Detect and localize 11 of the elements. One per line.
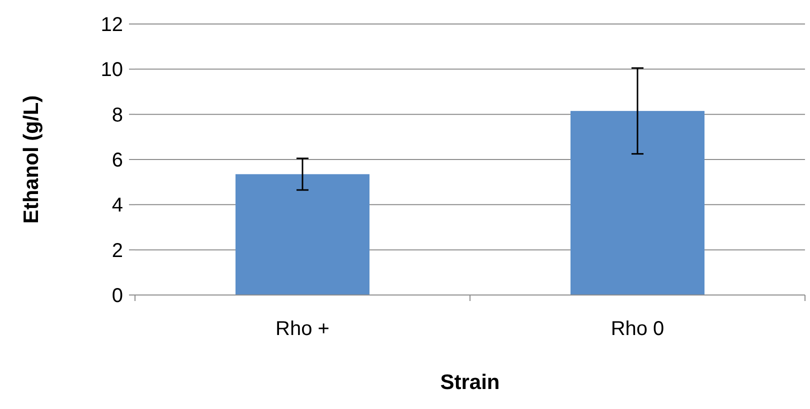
y-tick-label: 12	[100, 14, 123, 36]
y-tick-label: 4	[112, 194, 123, 217]
x-tick-label: Rho +	[276, 318, 330, 340]
y-tick-label: 10	[100, 59, 123, 82]
y-tick-label: 2	[112, 240, 123, 262]
y-axis-title: Ethanol (g/L)	[20, 95, 43, 224]
y-tick-label: 6	[112, 150, 123, 172]
x-tick-label: Rho 0	[610, 318, 664, 340]
x-axis-title: Strain	[440, 371, 500, 394]
y-tick-label: 0	[112, 285, 123, 307]
y-tick-label: 8	[112, 104, 123, 126]
